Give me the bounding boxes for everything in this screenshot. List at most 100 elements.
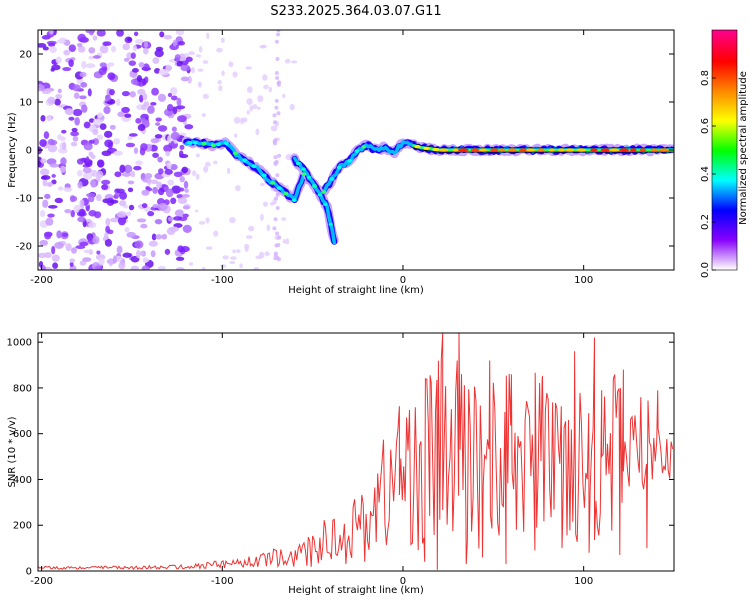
noise-blob [88, 209, 97, 217]
colorbar-band [712, 220, 737, 223]
noise-blob [272, 139, 277, 144]
noise-blob [158, 168, 164, 175]
noise-blob [239, 263, 243, 269]
noise-blob [163, 144, 173, 153]
noise-blob [147, 105, 155, 114]
noise-blob [38, 252, 47, 259]
noise-blob [144, 173, 153, 179]
noise-blob [121, 172, 132, 177]
colorbar-band [712, 198, 737, 201]
noise-blob [69, 261, 74, 267]
ridge-hotspot [630, 148, 637, 152]
noise-blob [42, 46, 49, 51]
noise-blob [276, 32, 281, 37]
colorbar-band [712, 194, 737, 197]
noise-blob [57, 88, 62, 94]
colorbar-band [712, 96, 737, 99]
noise-blob [114, 171, 122, 178]
noise-blob [275, 206, 280, 211]
noise-blob [102, 41, 109, 47]
noise-blob [135, 160, 143, 166]
noise-blob [217, 80, 222, 85]
noise-blob [213, 160, 218, 165]
noise-blob [96, 170, 104, 179]
noise-blob [179, 144, 185, 150]
ridge-hotspot [548, 148, 555, 152]
colorbar-band [712, 60, 737, 63]
colorbar-band [712, 150, 737, 153]
spectrogram-ytick-label: 20 [19, 50, 32, 61]
noise-blob [124, 113, 132, 118]
colorbar-band [712, 34, 737, 37]
colorbar-band [712, 108, 737, 111]
noise-blob [121, 91, 130, 97]
noise-blob [158, 68, 169, 76]
noise-blob [203, 165, 209, 173]
noise-blob [140, 223, 148, 229]
noise-blob [263, 84, 269, 90]
colorbar-band [712, 132, 737, 135]
noise-blob [51, 254, 60, 262]
noise-blob [182, 224, 192, 233]
colorbar-ticks: 0.0 0.2 0.4 0.6 0.8 [700, 70, 716, 278]
noise-blob [51, 245, 56, 255]
noise-blob [54, 197, 64, 204]
noise-blob [167, 216, 174, 222]
colorbar-band [712, 224, 737, 227]
noise-blob [140, 143, 148, 152]
noise-blob [130, 170, 136, 178]
ridge-hotspot [558, 148, 565, 152]
chart-title: S233.2025.364.03.07.G11 [270, 4, 441, 19]
noise-blob [125, 142, 136, 148]
colorbar-band [712, 212, 737, 215]
ridge-hotspot [452, 148, 460, 152]
noise-blob [206, 32, 210, 40]
noise-blob [119, 200, 127, 207]
noise-blob [273, 155, 278, 160]
colorbar: 0.0 0.2 0.4 0.6 0.8 Normalized spectral ampl… [700, 29, 749, 278]
noise-blob [48, 42, 56, 47]
snr-ytick-label: 1000 [7, 338, 32, 349]
colorbar-band [712, 262, 737, 265]
noise-blob [51, 64, 61, 71]
colorbar-tick-label: 0.6 [700, 118, 711, 134]
colorbar-band [712, 90, 737, 93]
noise-blob [175, 256, 185, 261]
spectrogram-ytick-label: 0 [26, 146, 32, 157]
colorbar-band [712, 104, 737, 107]
noise-blob [103, 232, 109, 241]
noise-blob [123, 57, 130, 62]
colorbar-band [712, 118, 737, 121]
colorbar-band [712, 78, 737, 81]
noise-blob [274, 39, 279, 44]
noise-blob [109, 199, 119, 204]
noise-blob [167, 135, 172, 144]
ridge-hotspot [223, 141, 229, 146]
noise-blob [96, 30, 106, 37]
noise-blob [152, 152, 159, 158]
noise-blob [117, 216, 127, 226]
noise-blob [123, 164, 133, 174]
spectrogram-ylabel: Frequency (Hz) [7, 112, 18, 188]
noise-blob [143, 258, 150, 263]
noise-blob [44, 232, 52, 240]
noise-blob [98, 67, 107, 75]
noise-blob [177, 115, 187, 123]
noise-blob [167, 179, 175, 186]
spectrogram-noise [38, 30, 298, 270]
noise-blob [122, 252, 132, 258]
noise-blob [184, 124, 194, 130]
ridge-hotspot [216, 142, 222, 146]
noise-blob [63, 187, 73, 192]
colorbar-band [712, 152, 737, 155]
noise-blob [62, 67, 72, 72]
noise-blob [141, 78, 147, 86]
colorbar-band [712, 134, 737, 137]
colorbar-label: Normalized spectral amplitude [738, 71, 749, 225]
noise-blob [83, 121, 91, 129]
ridge-hotspot [354, 149, 360, 153]
noise-blob [77, 216, 86, 223]
noise-blob [184, 188, 189, 193]
noise-blob [170, 95, 178, 101]
snr-xtick-label: -100 [211, 576, 234, 587]
